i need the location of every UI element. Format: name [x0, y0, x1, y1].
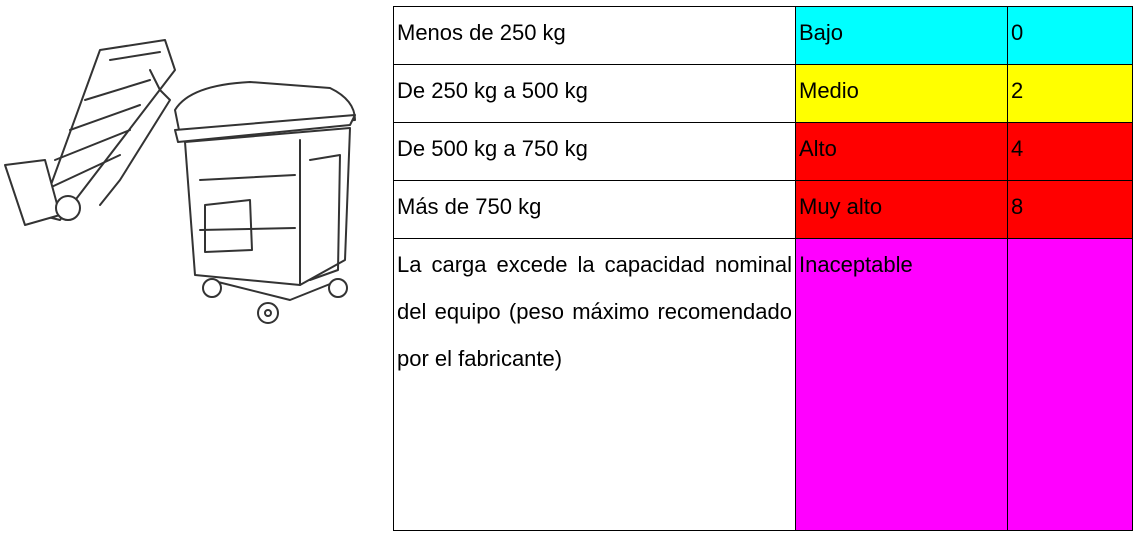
table-row: La carga excede la capacidad nominal del…	[393, 238, 1133, 531]
score-cell: 0	[1007, 6, 1133, 65]
risk-table: Menos de 250 kg Bajo 0 De 250 kg a 500 kg Me…	[393, 6, 1133, 531]
table-row: De 500 kg a 750 kg Alto 4	[393, 122, 1133, 181]
level-cell: Bajo	[795, 6, 1008, 65]
table-row: Más de 750 kg Muy alto 8	[393, 180, 1133, 239]
level-cell: Medio	[795, 64, 1008, 123]
score-cell: 4	[1007, 122, 1133, 181]
load-cell: Menos de 250 kg	[393, 6, 796, 65]
score-cell	[1007, 238, 1133, 531]
score-cell: 8	[1007, 180, 1133, 239]
table-row: De 250 kg a 500 kg Medio 2	[393, 64, 1133, 123]
level-cell: Muy alto	[795, 180, 1008, 239]
load-cell: De 250 kg a 500 kg	[393, 64, 796, 123]
score-cell: 2	[1007, 64, 1133, 123]
equipment-illustration	[4, 39, 356, 324]
level-cell: Alto	[795, 122, 1008, 181]
load-cell: De 500 kg a 750 kg	[393, 122, 796, 181]
level-cell: Inaceptable	[795, 238, 1008, 531]
load-cell: Más de 750 kg	[393, 180, 796, 239]
load-cell: La carga excede la capacidad nominal del…	[393, 238, 796, 531]
table-row: Menos de 250 kg Bajo 0	[393, 6, 1133, 65]
